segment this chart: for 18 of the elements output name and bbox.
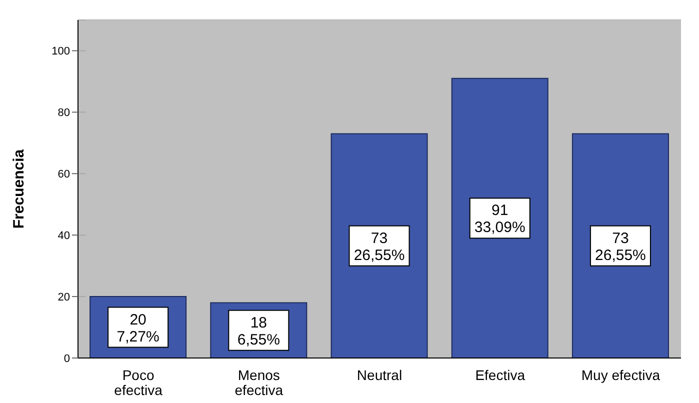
y-tick-label: 80 xyxy=(58,107,70,120)
x-tick-label: Neutral xyxy=(356,367,402,383)
y-tick-label: 20 xyxy=(58,291,70,304)
y-axis-title: Frecuencia xyxy=(10,148,28,229)
y-tick-label: 0 xyxy=(64,352,70,365)
x-tick-label: Menos efectiva xyxy=(234,367,284,398)
x-tick-label: Muy efectiva xyxy=(581,367,660,383)
y-tick-label: 40 xyxy=(58,230,70,242)
data-label: 73 26,55% xyxy=(595,230,646,264)
y-tick-label: 100 xyxy=(52,46,70,58)
data-label: 73 26,55% xyxy=(354,230,405,264)
y-tick-label: 60 xyxy=(58,168,70,181)
data-label: 20 7,27% xyxy=(116,311,160,346)
x-tick-label: Efectiva xyxy=(475,367,526,383)
data-label: 91 33,09% xyxy=(474,202,526,236)
bar xyxy=(451,78,548,358)
x-tick-label: Poco efectiva xyxy=(114,367,163,398)
data-label: 18 6,55% xyxy=(237,314,280,348)
